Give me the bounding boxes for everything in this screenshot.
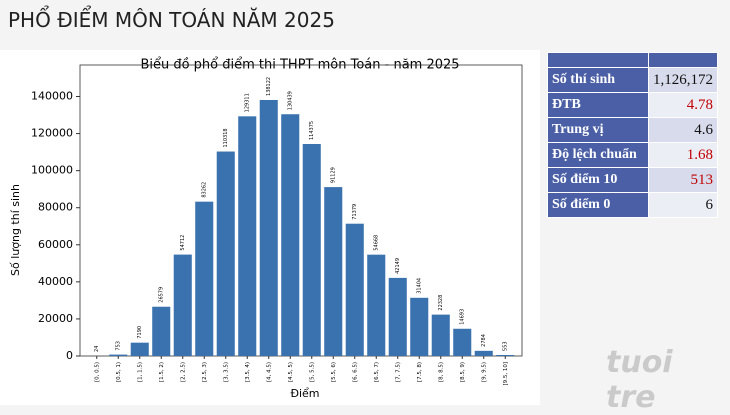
stat-value: 1,126,172: [649, 68, 718, 93]
value-label: 114375: [309, 121, 315, 140]
stat-value: 6: [649, 193, 718, 218]
x-tick-label: [5, 5.5): [309, 362, 315, 382]
bar: [152, 307, 170, 356]
bar: [324, 187, 342, 356]
value-label: 54668: [374, 235, 380, 251]
stat-label: Số điểm 10: [548, 168, 649, 193]
value-label: 129311: [245, 93, 251, 112]
stat-label: Số điểm 0: [548, 193, 649, 218]
bar: [389, 278, 407, 356]
bar: [496, 355, 514, 356]
x-axis-label: Điểm: [290, 387, 319, 400]
value-label: 22328: [438, 295, 444, 311]
bar: [475, 351, 493, 356]
value-label: 553: [503, 341, 509, 351]
value-label: 24: [94, 346, 100, 352]
y-tick-label: 0: [66, 349, 73, 362]
bar: [432, 315, 450, 356]
x-tick-label: [9.5, 10]: [503, 362, 509, 386]
y-axis-label: Số lượng thí sinh: [9, 184, 22, 276]
value-label: 42149: [395, 258, 401, 274]
x-tick-label: [0.5, 1): [116, 362, 122, 382]
value-label: 54712: [180, 235, 186, 251]
chart: Biểu đồ phổ điểm thi THPT môn Toán - năm…: [0, 50, 540, 405]
stat-value: 1.68: [649, 143, 718, 168]
value-label: 14693: [460, 309, 466, 325]
plot-frame: [80, 65, 522, 356]
header-row: [548, 53, 718, 68]
stat-label: Độ lệch chuẩn: [548, 143, 649, 168]
value-label: 83262: [202, 182, 208, 198]
value-label: 26579: [159, 287, 165, 303]
bar: [195, 202, 213, 356]
x-tick-label: [2, 2.5): [180, 362, 186, 382]
stat-value: 4.78: [649, 93, 718, 118]
value-label: 31404: [417, 278, 423, 294]
bar: [367, 255, 385, 356]
x-tick-label: [2.5, 3): [202, 362, 208, 382]
x-tick-label: [9, 9.5): [481, 362, 487, 382]
x-tick-label: [7.5, 8): [417, 362, 423, 382]
stat-label: Số thí sinh: [548, 68, 649, 93]
x-tick-label: [8, 8.5): [438, 362, 444, 382]
value-label: 91129: [331, 167, 337, 183]
bar: [217, 152, 235, 356]
bar: [238, 116, 256, 356]
value-label: 2784: [481, 334, 487, 347]
y-tick-label: 20000: [38, 312, 73, 325]
x-tick-label: [8.5, 9): [460, 362, 466, 382]
x-tick-label: [0, 0.5): [94, 362, 100, 382]
bar: [346, 224, 364, 356]
stat-label: Trung vị: [548, 118, 649, 143]
y-tick-label: 100000: [31, 164, 73, 177]
x-tick-label: [6.5, 7): [374, 362, 380, 382]
y-tick-label: 60000: [38, 238, 73, 251]
page: PHỔ ĐIỂM MÔN TOÁN NĂM 2025 Biểu đồ phổ đ…: [0, 0, 730, 405]
bar: [303, 144, 321, 356]
y-tick-label: 80000: [38, 201, 73, 214]
bar: [260, 100, 278, 356]
x-tick-label: [1, 1.5): [137, 362, 143, 382]
x-tick-label: [3, 3.5): [223, 362, 229, 382]
value-label: 7190: [137, 326, 143, 339]
bar: [410, 298, 428, 356]
y-tick-label: 120000: [31, 127, 73, 140]
value-label: 71379: [352, 204, 358, 220]
x-tick-label: [1.5, 2): [159, 362, 165, 382]
x-tick-label: [3.5, 4): [245, 362, 251, 382]
bar: [131, 343, 149, 356]
value-label: 110318: [223, 128, 229, 147]
page-title: PHỔ ĐIỂM MÔN TOÁN NĂM 2025: [8, 8, 335, 32]
stat-label: ĐTB: [548, 93, 649, 118]
bar: [453, 329, 471, 356]
stat-value: 513: [649, 168, 718, 193]
x-tick-label: [4, 4.5): [266, 362, 272, 382]
y-tick-label: 140000: [31, 90, 73, 103]
value-label: 130439: [288, 91, 294, 110]
x-tick-label: [4.5, 5): [288, 362, 294, 382]
x-tick-label: [5.5, 6): [331, 362, 337, 382]
bar: [281, 114, 299, 356]
y-tick-label: 40000: [38, 275, 73, 288]
x-tick-label: [7, 7.5): [395, 362, 401, 382]
bar: [174, 255, 192, 356]
value-label: 138122: [266, 77, 272, 96]
stat-value: 4.6: [649, 118, 718, 143]
x-tick-label: [6, 6.5): [352, 362, 358, 382]
value-label: 753: [116, 341, 122, 351]
bar: [109, 355, 127, 356]
